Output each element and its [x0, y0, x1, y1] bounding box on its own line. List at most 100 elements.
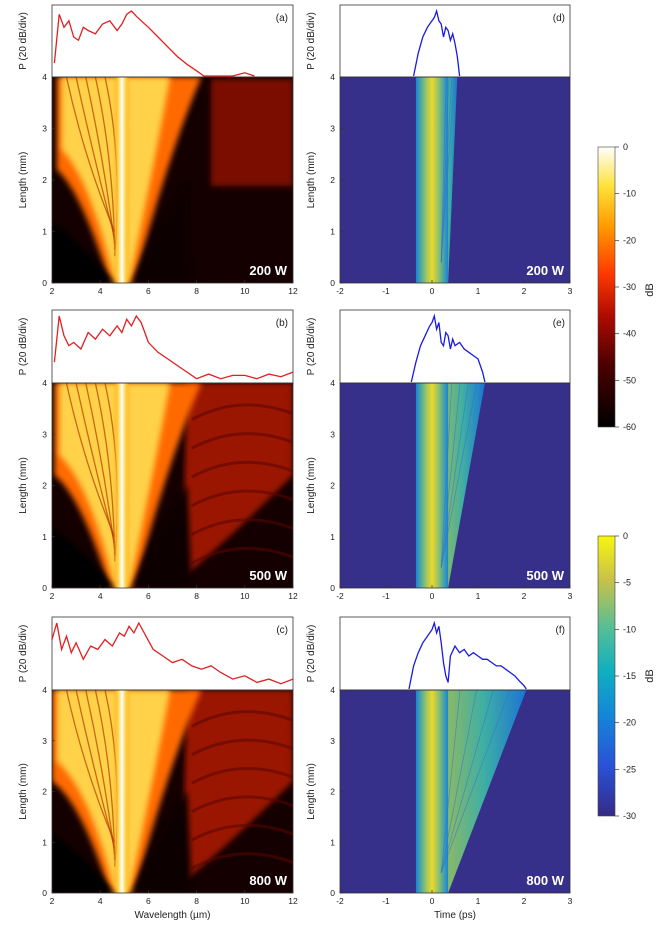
heatmap-soliton-trace	[75, 383, 116, 544]
x-tick-label: 8	[194, 896, 199, 906]
x-tick-label: 0	[430, 896, 435, 906]
top-y-axis-label: P (20 dB/div)	[306, 318, 317, 376]
heatmap-fan-region	[441, 690, 527, 893]
x-tick-label: 6	[146, 591, 151, 601]
colorbar-tick-label: -20	[623, 718, 636, 728]
y-tick-label: 0	[42, 583, 47, 593]
x-tick-label: 2	[522, 591, 527, 601]
panel-letter: (b)	[276, 318, 288, 329]
x-tick-label: 12	[288, 896, 298, 906]
y-tick-label: 3	[330, 736, 335, 746]
top-trace-line	[412, 8, 461, 77]
x-axis-label: Wavelength (µm)	[135, 910, 211, 921]
x-tick-label: 4	[98, 591, 103, 601]
panel-letter: (e)	[553, 318, 565, 329]
heatmap-fission-line	[440, 690, 494, 873]
y-axis-label: Length (mm)	[18, 152, 29, 209]
x-axis-label: Time (ps)	[434, 910, 476, 921]
x-tick-label: 12	[288, 591, 298, 601]
y-tick-label: 0	[42, 278, 47, 288]
panel-d: (d) 200 W -2 -1 0 1 2 3 0 1 2 3 4 Length (mm) P (20 dB…	[306, 4, 573, 296]
x-tick-label: 2	[50, 591, 55, 601]
x-tick-label: -2	[336, 591, 344, 601]
y-tick-label: 3	[42, 429, 47, 439]
y-axis-label: Length (mm)	[306, 152, 317, 209]
y-axis-label: Length (mm)	[306, 763, 317, 820]
heatmap-soliton-trace	[65, 690, 116, 843]
colorbar-tick-label: -10	[623, 624, 636, 634]
x-tick-label: 3	[568, 591, 573, 601]
colorbar-hot: dB 0 -10 -20 -30 -40 -50 -60	[597, 142, 656, 432]
heatmap-fringe	[191, 489, 293, 508]
top-y-axis-label: P (20 dB/div)	[18, 12, 29, 70]
y-tick-label: 3	[42, 124, 47, 134]
heatmap-fringe	[191, 738, 293, 757]
heatmap-fission-line	[440, 383, 469, 568]
y-tick-label: 3	[330, 124, 335, 134]
heatmap	[340, 690, 570, 893]
heatmap	[340, 383, 570, 588]
heatmap-fringe	[191, 795, 293, 813]
panel-e: (e) 500 W -2 -1 0 1 2 3 0 1 2 3 4 Length (mm) P (20 dB…	[306, 309, 573, 601]
top-y-axis-label: P (20 dB/div)	[306, 625, 317, 683]
x-tick-label: 8	[194, 591, 199, 601]
heatmap-soliton-trace	[65, 383, 116, 538]
x-tick-label: 10	[240, 896, 250, 906]
power-label: 500 W	[526, 568, 564, 583]
panel-letter: (f)	[556, 625, 565, 636]
y-axis-label: Length (mm)	[18, 763, 29, 820]
power-label: 500 W	[249, 568, 287, 583]
top-y-axis-label: P (20 dB/div)	[18, 625, 29, 683]
x-tick-label: 3	[568, 286, 573, 296]
heatmap-fission-line	[440, 690, 461, 873]
y-axis-label: Length (mm)	[18, 457, 29, 514]
y-axis-label: Length (mm)	[306, 457, 317, 514]
power-label: 800 W	[526, 873, 564, 888]
colorbar-tick-label: 0	[623, 531, 628, 541]
heatmap-pump-beam	[112, 690, 131, 893]
heatmap-pulse-beam	[415, 77, 449, 283]
heatmap-dark-corner-right	[131, 485, 192, 588]
top-trace-line	[51, 621, 294, 685]
x-tick-label: -1	[382, 896, 390, 906]
y-tick-label: 1	[330, 837, 335, 847]
x-tick-label: 4	[98, 286, 103, 296]
colorbar-tick-label: -30	[623, 282, 636, 292]
heatmap-soliton-trace	[85, 690, 116, 855]
heatmap-fission-line	[440, 77, 453, 263]
heatmap-fission-line	[440, 77, 447, 263]
x-tick-label: -1	[382, 591, 390, 601]
heatmap-soliton-trace	[75, 77, 116, 238]
heatmap-fission-line	[440, 690, 511, 873]
x-tick-label: 2	[50, 896, 55, 906]
heatmap-dark-corner-left	[52, 832, 115, 893]
heatmap-dark-corner-left	[52, 526, 115, 588]
x-tick-label: 0	[430, 591, 435, 601]
panel-f: (f) 800 W -2 -1 0 1 2 3 0 1 2 3 4 Length (mm) P (20 dB…	[306, 616, 573, 921]
colorbar-tick-label: -60	[623, 422, 636, 432]
heatmap-fringe	[191, 460, 293, 479]
top-trace-frame	[51, 616, 294, 691]
heatmap-fringe	[191, 432, 293, 450]
heatmap-soliton-trace	[85, 383, 116, 550]
x-tick-label: -1	[382, 286, 390, 296]
heatmap-dark-corner-left	[52, 221, 115, 283]
heatmap-fission-line	[440, 383, 478, 568]
y-tick-label: 2	[330, 481, 335, 491]
panel-letter: (a)	[276, 13, 288, 24]
y-tick-label: 3	[42, 736, 47, 746]
top-trace-line	[410, 313, 486, 383]
heatmap-pump-beam	[112, 383, 131, 588]
x-tick-label: 8	[194, 286, 199, 296]
x-tick-label: -2	[336, 286, 344, 296]
heatmap-dark-corner-right	[131, 180, 192, 283]
colorbar-parula: dB 0 -5 -10 -15 -20 -25 -30	[597, 531, 656, 821]
colorbar-tick-label: -15	[623, 671, 636, 681]
y-tick-label: 4	[42, 72, 47, 82]
top-trace-frame	[339, 616, 571, 691]
y-tick-label: 3	[330, 429, 335, 439]
y-tick-label: 2	[42, 175, 47, 185]
heatmap-fan-region	[441, 383, 485, 588]
